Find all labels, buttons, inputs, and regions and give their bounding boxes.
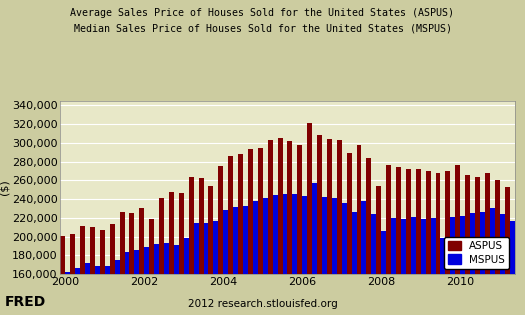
Bar bbox=[426, 171, 430, 315]
Bar bbox=[292, 194, 297, 315]
Bar bbox=[430, 218, 436, 315]
Bar bbox=[243, 206, 248, 315]
Bar bbox=[490, 209, 495, 315]
Bar bbox=[268, 140, 272, 315]
Bar bbox=[416, 169, 421, 315]
Bar bbox=[159, 198, 164, 315]
Bar bbox=[288, 141, 292, 315]
Bar bbox=[455, 165, 460, 315]
Bar bbox=[100, 230, 105, 315]
Bar bbox=[204, 222, 208, 315]
Bar bbox=[188, 177, 194, 315]
Bar bbox=[110, 224, 114, 315]
Bar bbox=[460, 216, 465, 315]
Bar bbox=[485, 173, 490, 315]
Bar bbox=[262, 198, 268, 315]
Bar bbox=[134, 250, 139, 315]
Bar bbox=[352, 212, 356, 315]
Bar bbox=[124, 252, 130, 315]
Bar bbox=[401, 219, 406, 315]
Bar bbox=[164, 243, 169, 315]
Bar bbox=[510, 221, 514, 315]
Bar bbox=[194, 223, 198, 315]
Bar bbox=[322, 197, 327, 315]
Bar bbox=[406, 169, 411, 315]
Bar bbox=[130, 213, 134, 315]
Text: FRED: FRED bbox=[5, 295, 47, 309]
Bar bbox=[120, 212, 124, 315]
Bar bbox=[297, 145, 302, 315]
Bar bbox=[396, 167, 401, 315]
Bar bbox=[278, 138, 282, 315]
Bar bbox=[105, 266, 110, 315]
Bar bbox=[80, 226, 85, 315]
Legend: ASPUS, MSPUS: ASPUS, MSPUS bbox=[444, 237, 509, 269]
Bar bbox=[470, 213, 475, 315]
Y-axis label: ($): ($) bbox=[0, 180, 9, 195]
Bar bbox=[440, 238, 445, 315]
Bar bbox=[208, 186, 213, 315]
Bar bbox=[307, 123, 312, 315]
Bar bbox=[346, 153, 352, 315]
Bar bbox=[495, 180, 500, 315]
Bar bbox=[174, 245, 179, 315]
Bar bbox=[376, 186, 381, 315]
Bar bbox=[258, 148, 262, 315]
Bar bbox=[184, 238, 188, 315]
Bar bbox=[342, 203, 347, 315]
Bar bbox=[445, 171, 450, 315]
Bar bbox=[90, 227, 95, 315]
Bar bbox=[391, 218, 396, 315]
Bar bbox=[362, 201, 366, 315]
Bar bbox=[480, 212, 485, 315]
Bar bbox=[332, 198, 337, 315]
Bar bbox=[436, 173, 440, 315]
Bar bbox=[85, 263, 90, 315]
Bar bbox=[179, 192, 184, 315]
Bar bbox=[356, 145, 362, 315]
Bar bbox=[169, 192, 174, 315]
Bar bbox=[213, 221, 218, 315]
Bar bbox=[312, 183, 317, 315]
Bar bbox=[411, 217, 416, 315]
Text: Median Sales Price of Houses Sold for the United States (MSPUS): Median Sales Price of Houses Sold for th… bbox=[74, 24, 452, 34]
Bar bbox=[253, 201, 258, 315]
Bar bbox=[248, 150, 253, 315]
Bar bbox=[371, 214, 376, 315]
Bar bbox=[238, 154, 243, 315]
Bar bbox=[233, 207, 238, 315]
Bar bbox=[139, 208, 144, 315]
Bar bbox=[95, 266, 100, 315]
Bar bbox=[386, 165, 391, 315]
Bar bbox=[500, 214, 505, 315]
Bar bbox=[421, 219, 426, 315]
Bar bbox=[282, 193, 288, 315]
Bar bbox=[465, 175, 470, 315]
Bar bbox=[149, 219, 154, 315]
Bar bbox=[114, 260, 120, 315]
Bar bbox=[60, 236, 65, 315]
Bar bbox=[302, 196, 307, 315]
Bar bbox=[65, 272, 70, 315]
Bar bbox=[327, 139, 332, 315]
Bar bbox=[144, 247, 149, 315]
Bar bbox=[272, 195, 278, 315]
Bar bbox=[505, 187, 510, 315]
Bar bbox=[475, 177, 480, 315]
Bar bbox=[218, 166, 223, 315]
Bar bbox=[223, 210, 228, 315]
Bar bbox=[450, 217, 455, 315]
Bar bbox=[70, 234, 75, 315]
Bar bbox=[366, 158, 371, 315]
Bar bbox=[198, 178, 204, 315]
Bar bbox=[317, 135, 322, 315]
Bar bbox=[337, 140, 342, 315]
Text: 2012 research.stlouisfed.org: 2012 research.stlouisfed.org bbox=[187, 299, 338, 309]
Text: Average Sales Price of Houses Sold for the United States (ASPUS): Average Sales Price of Houses Sold for t… bbox=[70, 8, 455, 18]
Bar bbox=[154, 244, 159, 315]
Bar bbox=[75, 268, 80, 315]
Bar bbox=[228, 156, 233, 315]
Bar bbox=[381, 231, 386, 315]
